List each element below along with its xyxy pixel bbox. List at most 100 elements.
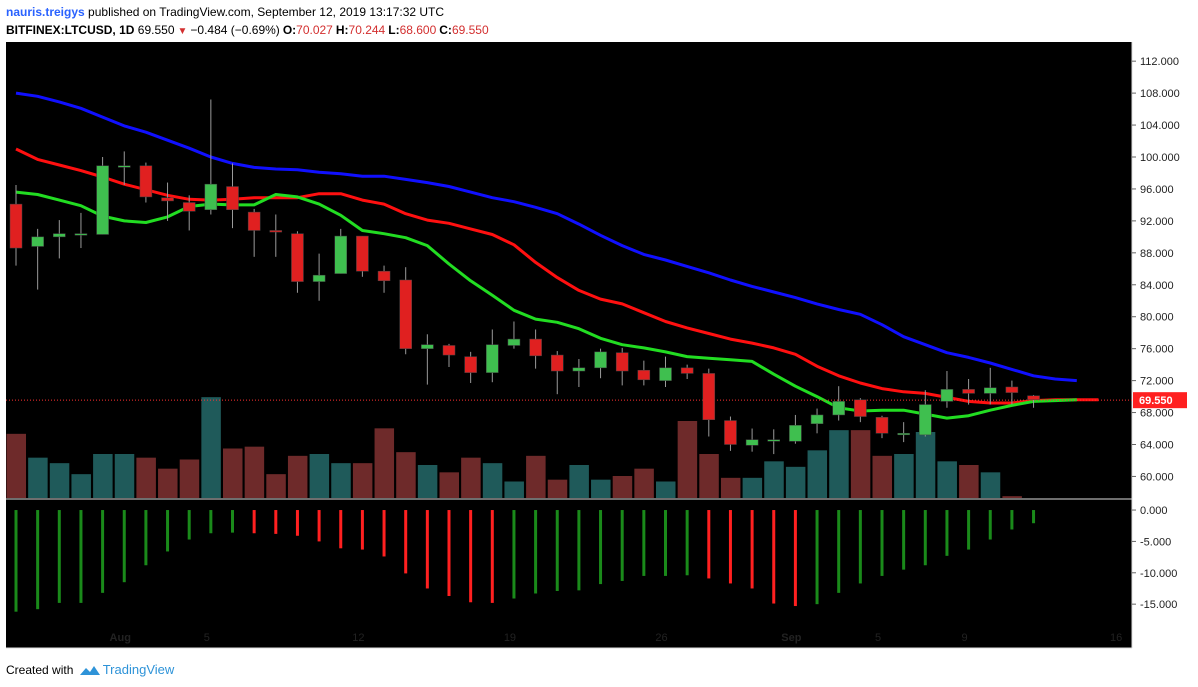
candle-body (984, 387, 997, 394)
candle (269, 214, 283, 257)
plot-area[interactable] (6, 42, 1132, 648)
low-label: L: (388, 23, 400, 37)
macd-bar (534, 510, 538, 594)
candle (810, 408, 824, 434)
macd-bar (620, 510, 624, 581)
candle-body (1027, 395, 1040, 401)
candle (984, 367, 997, 405)
candle-body (464, 356, 477, 373)
candle-body (291, 233, 304, 282)
brand-link[interactable]: TradingView (102, 662, 175, 677)
macd-bar (57, 510, 61, 603)
volume-bar (6, 433, 26, 498)
candle-body (269, 230, 283, 233)
symbol-info: BITFINEX:LTCUSD, 1D 69.550 ▼ −0.484 (−0.69… (6, 23, 489, 37)
price-tick-label: 84.000 (1140, 280, 1174, 292)
macd-bar (447, 510, 451, 596)
macd-bar (101, 510, 105, 593)
macd-bar (231, 510, 234, 533)
volume-bar (439, 472, 459, 498)
macd-bar (36, 510, 40, 610)
macd-bar (252, 510, 256, 534)
candle-body (615, 352, 629, 372)
candle (334, 228, 347, 274)
candle (724, 416, 737, 451)
candle-body (897, 433, 910, 436)
price-tick-label: 72.000 (1140, 376, 1174, 388)
volume-bar (591, 479, 611, 498)
macd-bar (166, 510, 170, 552)
candle-body (854, 399, 867, 417)
macd-bar (837, 510, 841, 593)
candle (702, 368, 716, 437)
candle (854, 398, 867, 423)
candle-body (507, 338, 521, 346)
candle-body (767, 439, 780, 442)
author-name[interactable]: nauris.treigys (6, 5, 85, 19)
volume-bar (309, 454, 330, 498)
volume-bar (829, 430, 849, 498)
candle-body (551, 354, 564, 372)
candle (637, 360, 651, 386)
candle-body (529, 338, 542, 357)
candle-body (9, 203, 23, 249)
last-price-label: 69.550 (1139, 395, 1173, 407)
volume-bar (223, 448, 243, 498)
volume-bar (1002, 496, 1022, 498)
volume-bar (894, 454, 914, 498)
time-tick-label: 9 (962, 632, 968, 644)
volume-bar (179, 459, 200, 498)
volume-bar (287, 455, 308, 498)
candle-body (53, 233, 66, 238)
candle-body (399, 279, 412, 349)
open-label: O: (282, 23, 297, 37)
macd-bar (144, 510, 148, 566)
low-value: 68.600 (399, 23, 437, 37)
candle-body (789, 425, 802, 442)
candle-body (334, 235, 347, 274)
ema-blue-line (15, 91, 1077, 383)
tradingview-logo-icon (79, 666, 100, 676)
candle (53, 220, 66, 259)
candle-body (161, 197, 174, 202)
candle-body (724, 420, 737, 445)
macd-bar (425, 510, 429, 589)
last-price-tag (1133, 392, 1187, 409)
macd-histogram (14, 510, 1036, 612)
volume-bar (158, 468, 178, 498)
grid (6, 42, 1133, 649)
time-tick-label: Sep (781, 632, 801, 644)
volume-bar (850, 430, 871, 498)
macd-bar (469, 510, 473, 603)
candle-body (962, 389, 975, 394)
macd-bar (945, 510, 949, 556)
candle (767, 429, 780, 455)
volume-bar (959, 465, 979, 498)
macd-tick-label: 0.000 (1140, 505, 1168, 517)
macd-bar (79, 510, 83, 603)
candle (789, 414, 802, 444)
time-tick-label: 19 (504, 632, 516, 644)
volume-bar (71, 474, 91, 498)
candle (399, 267, 412, 355)
price-chart[interactable]: 112.000 108.000 104.000 100.000 96.000 92.000… (0, 42, 1198, 654)
volume-bar (764, 461, 784, 498)
volume-bar (915, 432, 936, 498)
macd-bar (772, 510, 776, 604)
candle (594, 348, 607, 379)
candle (464, 351, 477, 384)
candle (507, 321, 521, 349)
volume-bar (656, 481, 676, 498)
close-label: C: (439, 23, 452, 37)
price-tick-label: 96.000 (1140, 184, 1174, 196)
candle-body (356, 235, 369, 272)
time-tick-label: 5 (875, 632, 881, 644)
candle-body (594, 351, 607, 369)
volume-bar (417, 465, 438, 498)
candle-body (139, 165, 153, 198)
candles (9, 99, 1040, 455)
volume-bar (374, 428, 395, 498)
candle (96, 156, 109, 235)
axes: 112.000 108.000 104.000 100.000 96.000 92.000… (110, 56, 1187, 644)
high-label: H: (335, 23, 349, 37)
